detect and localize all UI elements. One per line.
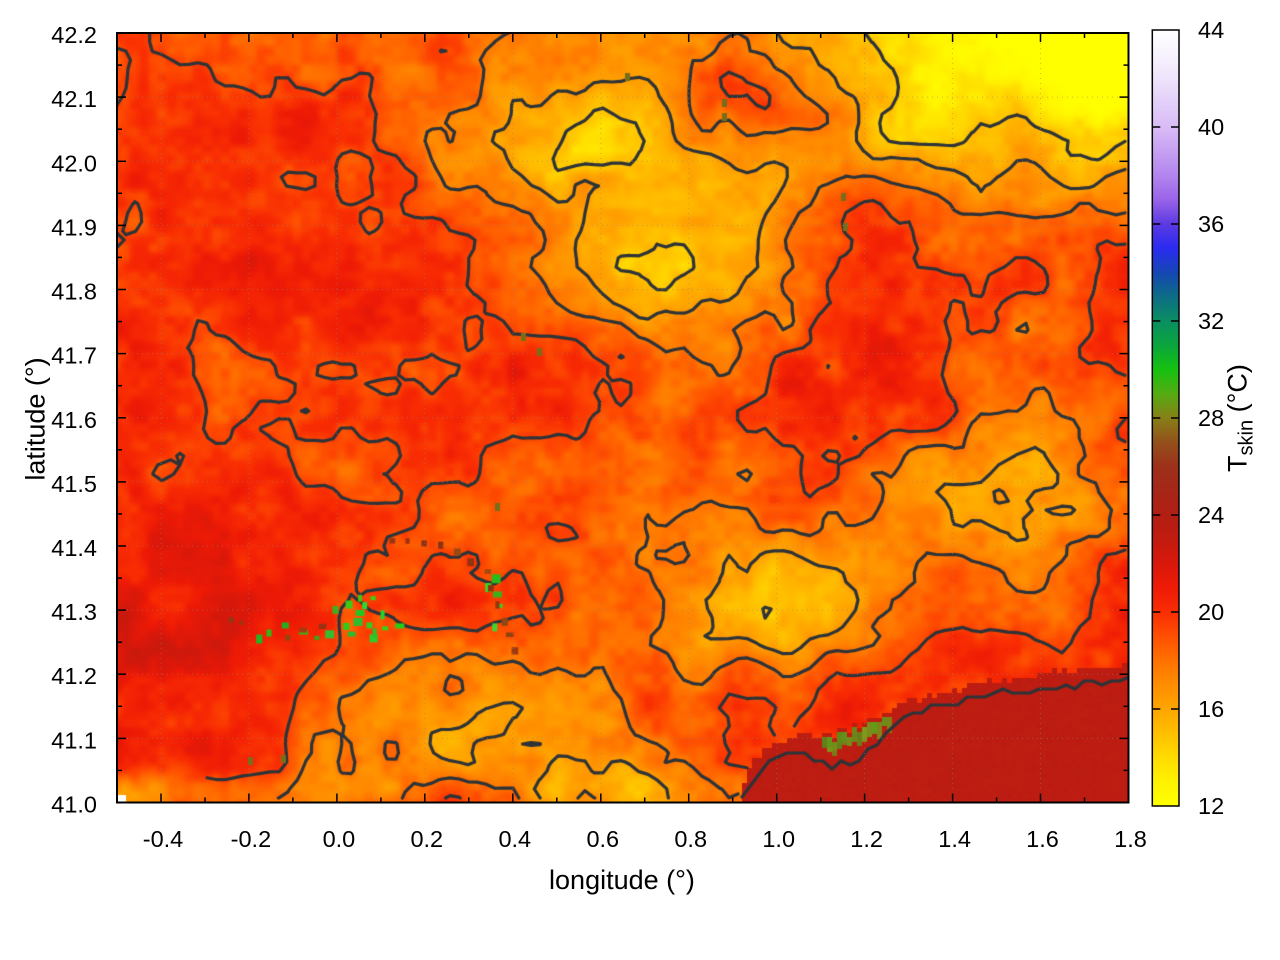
svg-text:-0.4: -0.4 — [143, 826, 184, 852]
svg-text:16: 16 — [1198, 696, 1224, 722]
svg-text:41.0: 41.0 — [51, 792, 97, 818]
svg-text:0.8: 0.8 — [674, 826, 707, 852]
svg-text:41.6: 41.6 — [51, 407, 97, 433]
svg-text:20: 20 — [1198, 599, 1224, 625]
svg-text:42.1: 42.1 — [51, 86, 97, 112]
svg-text:41.5: 41.5 — [51, 471, 97, 497]
svg-text:40: 40 — [1198, 114, 1224, 140]
svg-text:44: 44 — [1198, 17, 1224, 43]
svg-text:0.4: 0.4 — [498, 826, 531, 852]
svg-text:41.4: 41.4 — [51, 535, 97, 561]
svg-text:42.0: 42.0 — [51, 150, 97, 176]
svg-text:41.8: 41.8 — [51, 279, 97, 305]
svg-text:42.2: 42.2 — [51, 22, 97, 48]
svg-text:24: 24 — [1198, 502, 1224, 528]
svg-text:12: 12 — [1198, 793, 1224, 819]
svg-text:0.6: 0.6 — [586, 826, 619, 852]
svg-text:1.0: 1.0 — [762, 826, 795, 852]
svg-text:1.4: 1.4 — [938, 826, 971, 852]
svg-text:41.3: 41.3 — [51, 599, 97, 625]
svg-text:1.8: 1.8 — [1114, 826, 1147, 852]
svg-text:41.9: 41.9 — [51, 214, 97, 240]
svg-text:41.1: 41.1 — [51, 727, 97, 753]
svg-text:1.2: 1.2 — [850, 826, 883, 852]
svg-text:0.2: 0.2 — [410, 826, 443, 852]
svg-text:41.2: 41.2 — [51, 663, 97, 689]
svg-text:0.0: 0.0 — [323, 826, 356, 852]
svg-text:latitude (°): latitude (°) — [21, 357, 51, 480]
svg-text:-0.2: -0.2 — [231, 826, 272, 852]
svg-text:32: 32 — [1198, 308, 1224, 334]
svg-text:41.7: 41.7 — [51, 343, 97, 369]
svg-text:1.6: 1.6 — [1026, 826, 1059, 852]
svg-text:longitude (°): longitude (°) — [549, 865, 695, 895]
svg-text:Tskin (°C): Tskin (°C) — [1223, 364, 1258, 472]
svg-text:28: 28 — [1198, 405, 1224, 431]
svg-text:36: 36 — [1198, 211, 1224, 237]
